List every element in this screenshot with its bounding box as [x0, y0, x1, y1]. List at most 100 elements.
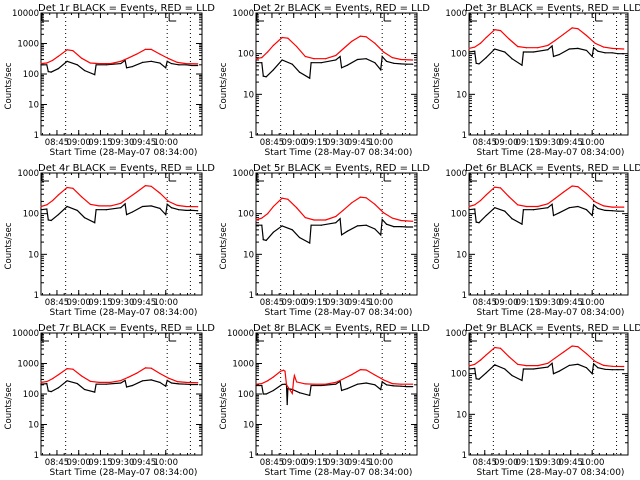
data-point-events [623, 53, 625, 55]
data-point-lld [485, 36, 487, 39]
data-point-events [365, 382, 367, 384]
detector-panel-4: Det 4r BLACK = Events, RED = LLD 1 10 100 10… [4, 163, 215, 318]
data-point-lld [547, 203, 549, 205]
data-point-events [593, 47, 595, 49]
data-point-events [141, 205, 144, 208]
data-point-events [585, 49, 588, 52]
x-axis-label: Start Time (28-May-07 08:34:00) [265, 148, 413, 158]
data-point-lld [127, 197, 129, 199]
data-point-lld [110, 205, 112, 207]
data-point-lld [255, 383, 257, 385]
data-point-events [284, 383, 286, 385]
segment-marker [168, 172, 177, 182]
data-point-lld [359, 369, 362, 371]
data-point-lld [185, 381, 187, 384]
data-point-lld [98, 205, 100, 207]
data-point-lld [144, 367, 147, 369]
x-tick-label: 09:00 [281, 138, 306, 148]
x-tick-label: 09:45 [347, 298, 372, 308]
data-point-lld [571, 345, 573, 347]
data-point-events [309, 242, 311, 244]
data-point-lld [577, 186, 579, 188]
panel-title: Det 1r BLACK = Events, RED = LLD [38, 3, 215, 14]
y-tick-label: 10000 [227, 329, 254, 339]
data-point-lld [554, 197, 556, 200]
data-point-lld [40, 381, 42, 384]
data-point-events [611, 210, 613, 212]
x-tick-label: 08:45 [45, 298, 70, 308]
data-point-lld [40, 62, 42, 65]
data-point-events [166, 60, 168, 62]
y-tick-label: 10000 [12, 9, 39, 19]
x-axis-label: Start Time (28-May-07 08:34:00) [50, 308, 198, 318]
data-point-lld [261, 382, 263, 385]
data-point-lld [562, 33, 565, 35]
data-point-events [340, 389, 343, 392]
data-point-lld [272, 376, 275, 378]
data-point-lld [272, 44, 275, 46]
data-point-events [124, 379, 126, 381]
data-point-events [47, 390, 49, 392]
data-point-events [346, 388, 348, 390]
x-tick-label: 09:45 [558, 458, 583, 468]
data-point-events [558, 53, 560, 56]
data-point-events [191, 64, 193, 67]
data-point-events [597, 367, 599, 369]
data-point-events [105, 64, 107, 66]
data-point-events [131, 384, 133, 387]
data-point-events [76, 209, 78, 212]
data-point-events [166, 203, 168, 205]
data-point-lld [176, 381, 178, 383]
data-point-lld [485, 354, 487, 356]
data-point-lld [400, 58, 402, 61]
data-point-events [150, 379, 152, 381]
data-point-lld [81, 196, 83, 198]
y-tick-label: 10 [243, 421, 254, 431]
data-point-lld [499, 187, 502, 189]
data-point-events [552, 373, 555, 375]
detector-panel-2: Det 2r BLACK = Events, RED = LLD 1 10 100 10… [219, 3, 430, 158]
y-tick-label: 100 [451, 50, 467, 60]
data-point-events [170, 207, 173, 209]
data-point-events [551, 203, 553, 205]
data-point-lld [537, 364, 539, 367]
data-point-events [504, 210, 506, 212]
x-axis-label: Start Time (28-May-07 08:34:00) [477, 468, 625, 478]
data-point-lld [351, 202, 353, 204]
data-point-lld [52, 199, 54, 202]
data-point-lld [374, 203, 376, 205]
data-point-lld [351, 374, 353, 376]
data-point-lld [359, 35, 362, 37]
data-point-lld [468, 365, 470, 367]
y-tick-label: 1000 [17, 169, 39, 179]
plot-frame [255, 172, 418, 296]
data-point-events [475, 221, 477, 223]
data-point-lld [127, 376, 129, 379]
data-point-events [261, 224, 263, 226]
data-point-lld [594, 42, 596, 44]
data-point-events [262, 239, 264, 241]
y-tick-label: 1000 [232, 9, 254, 19]
panel-title: Det 9r BLACK = Events, RED = LLD [465, 323, 640, 334]
data-point-events [66, 205, 68, 208]
data-point-events [286, 403, 288, 406]
data-point-lld [46, 381, 48, 383]
data-point-events [261, 62, 263, 64]
data-point-lld [52, 59, 54, 61]
x-tick-label: 10:00 [580, 298, 605, 308]
x-tick-label: 10:00 [368, 298, 393, 308]
data-point-events [57, 387, 60, 389]
data-point-events [291, 63, 293, 65]
data-point-events [94, 222, 96, 224]
data-point-events [170, 62, 173, 65]
data-point-events [356, 58, 359, 61]
data-point-lld [284, 370, 286, 372]
x-tick-label: 10:00 [153, 138, 178, 148]
y-tick-label: 1000 [445, 169, 467, 179]
segment-marker [256, 332, 264, 342]
data-point-lld [383, 212, 385, 214]
data-point-lld [594, 201, 596, 203]
data-point-events [597, 50, 599, 52]
data-point-events [309, 394, 311, 396]
data-point-lld [159, 192, 161, 194]
